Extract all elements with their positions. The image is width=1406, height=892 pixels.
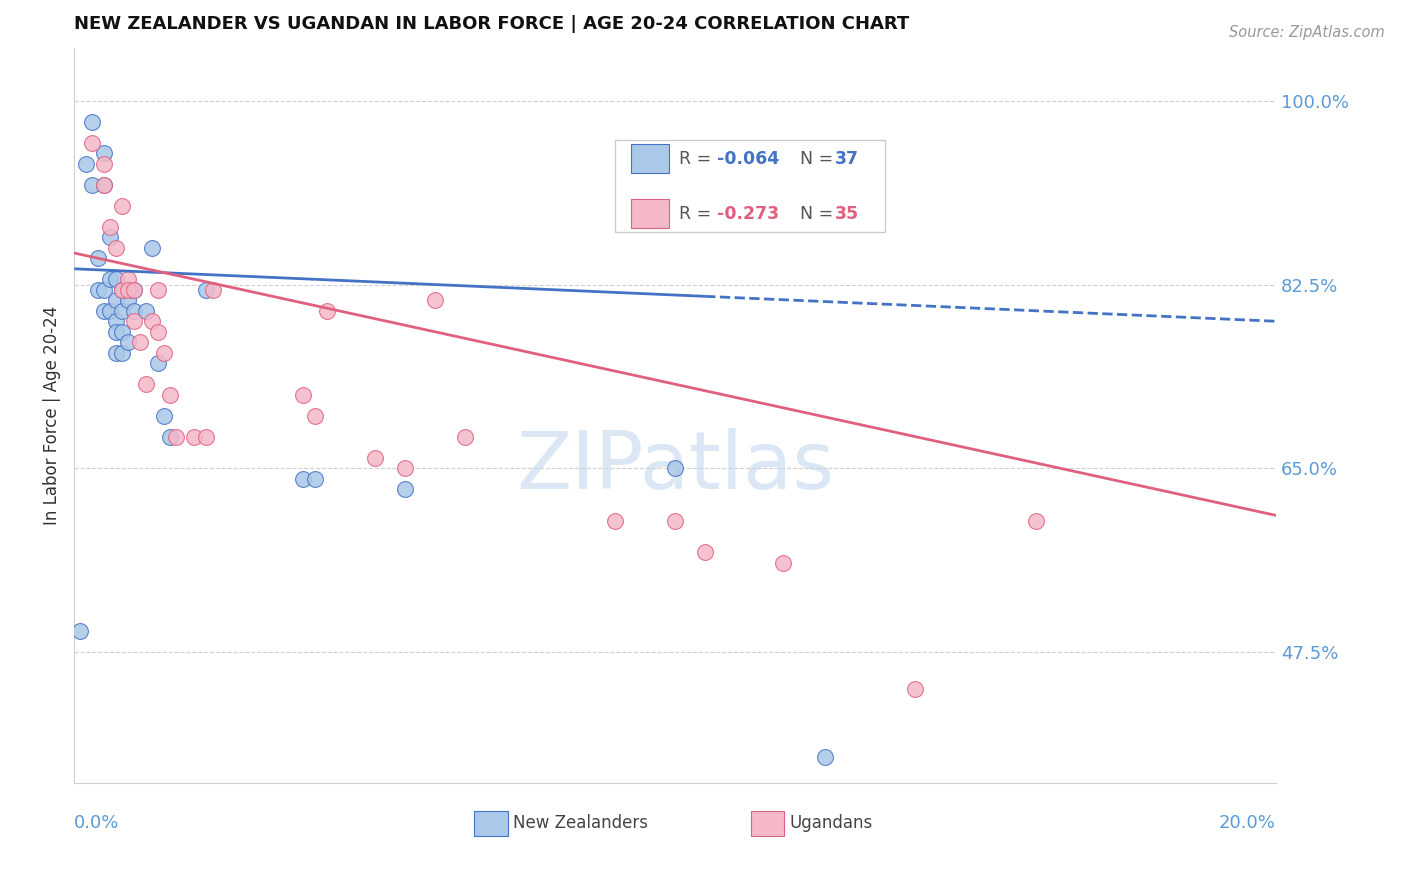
Point bbox=[135, 303, 157, 318]
Point bbox=[129, 335, 152, 350]
Point bbox=[75, 157, 97, 171]
Text: Ugandans: Ugandans bbox=[789, 814, 873, 832]
Point bbox=[93, 146, 115, 161]
Point bbox=[195, 430, 218, 444]
Text: 35: 35 bbox=[835, 204, 859, 223]
Point bbox=[135, 377, 157, 392]
Point bbox=[117, 283, 139, 297]
Text: R =: R = bbox=[679, 150, 717, 168]
Point bbox=[111, 303, 134, 318]
Text: 0.0%: 0.0% bbox=[75, 814, 120, 831]
Point bbox=[141, 314, 163, 328]
Point bbox=[315, 303, 337, 318]
Point bbox=[141, 241, 163, 255]
Point bbox=[82, 178, 104, 192]
Point bbox=[93, 157, 115, 171]
Text: ZIPatlas: ZIPatlas bbox=[516, 428, 834, 506]
Text: N =: N = bbox=[789, 150, 839, 168]
FancyBboxPatch shape bbox=[614, 140, 886, 232]
Point bbox=[904, 681, 927, 696]
Point bbox=[291, 388, 314, 402]
Point bbox=[695, 545, 717, 559]
Text: Source: ZipAtlas.com: Source: ZipAtlas.com bbox=[1229, 25, 1385, 40]
Point bbox=[664, 514, 686, 528]
Point bbox=[454, 430, 477, 444]
Point bbox=[148, 356, 170, 370]
FancyBboxPatch shape bbox=[631, 144, 669, 173]
Text: New Zealanders: New Zealanders bbox=[513, 814, 648, 832]
Point bbox=[105, 272, 128, 286]
Point bbox=[183, 430, 205, 444]
Point bbox=[664, 461, 686, 475]
Text: N =: N = bbox=[789, 204, 839, 223]
Point bbox=[1025, 514, 1047, 528]
Point bbox=[124, 303, 146, 318]
Point bbox=[159, 388, 181, 402]
Point bbox=[153, 345, 176, 359]
Point bbox=[93, 178, 115, 192]
Point bbox=[69, 624, 91, 638]
Point bbox=[98, 230, 121, 244]
Point bbox=[111, 325, 134, 339]
Text: 20.0%: 20.0% bbox=[1219, 814, 1277, 831]
Point bbox=[153, 409, 176, 423]
Point bbox=[124, 314, 146, 328]
Point bbox=[603, 514, 626, 528]
Point bbox=[148, 283, 170, 297]
Point bbox=[304, 472, 326, 486]
Point bbox=[93, 178, 115, 192]
Point bbox=[111, 283, 134, 297]
Point bbox=[814, 749, 837, 764]
Point bbox=[82, 115, 104, 129]
Point bbox=[201, 283, 224, 297]
Point bbox=[117, 293, 139, 308]
Point bbox=[98, 303, 121, 318]
Point bbox=[117, 335, 139, 350]
Point bbox=[105, 314, 128, 328]
Point bbox=[772, 556, 794, 570]
Point bbox=[87, 252, 110, 266]
Point bbox=[304, 409, 326, 423]
Text: -0.064: -0.064 bbox=[717, 150, 779, 168]
Point bbox=[105, 241, 128, 255]
Point bbox=[291, 472, 314, 486]
Text: -0.273: -0.273 bbox=[717, 204, 779, 223]
Y-axis label: In Labor Force | Age 20-24: In Labor Force | Age 20-24 bbox=[44, 306, 60, 525]
Point bbox=[105, 293, 128, 308]
Point bbox=[105, 325, 128, 339]
Point bbox=[117, 272, 139, 286]
Point bbox=[195, 283, 218, 297]
Point bbox=[111, 199, 134, 213]
Point bbox=[364, 450, 387, 465]
Point bbox=[166, 430, 188, 444]
Point bbox=[105, 345, 128, 359]
Point bbox=[93, 283, 115, 297]
FancyBboxPatch shape bbox=[631, 199, 669, 228]
Point bbox=[98, 219, 121, 234]
Point bbox=[82, 136, 104, 150]
Point bbox=[93, 303, 115, 318]
Point bbox=[394, 482, 416, 496]
Point bbox=[111, 345, 134, 359]
Point bbox=[87, 283, 110, 297]
Point bbox=[394, 461, 416, 475]
Point bbox=[111, 283, 134, 297]
Point bbox=[124, 283, 146, 297]
Point bbox=[148, 325, 170, 339]
Text: NEW ZEALANDER VS UGANDAN IN LABOR FORCE | AGE 20-24 CORRELATION CHART: NEW ZEALANDER VS UGANDAN IN LABOR FORCE … bbox=[75, 15, 910, 33]
Point bbox=[124, 283, 146, 297]
Point bbox=[423, 293, 446, 308]
Point bbox=[98, 272, 121, 286]
FancyBboxPatch shape bbox=[474, 811, 508, 836]
Text: R =: R = bbox=[679, 204, 717, 223]
Text: 37: 37 bbox=[835, 150, 859, 168]
FancyBboxPatch shape bbox=[751, 811, 785, 836]
Point bbox=[159, 430, 181, 444]
